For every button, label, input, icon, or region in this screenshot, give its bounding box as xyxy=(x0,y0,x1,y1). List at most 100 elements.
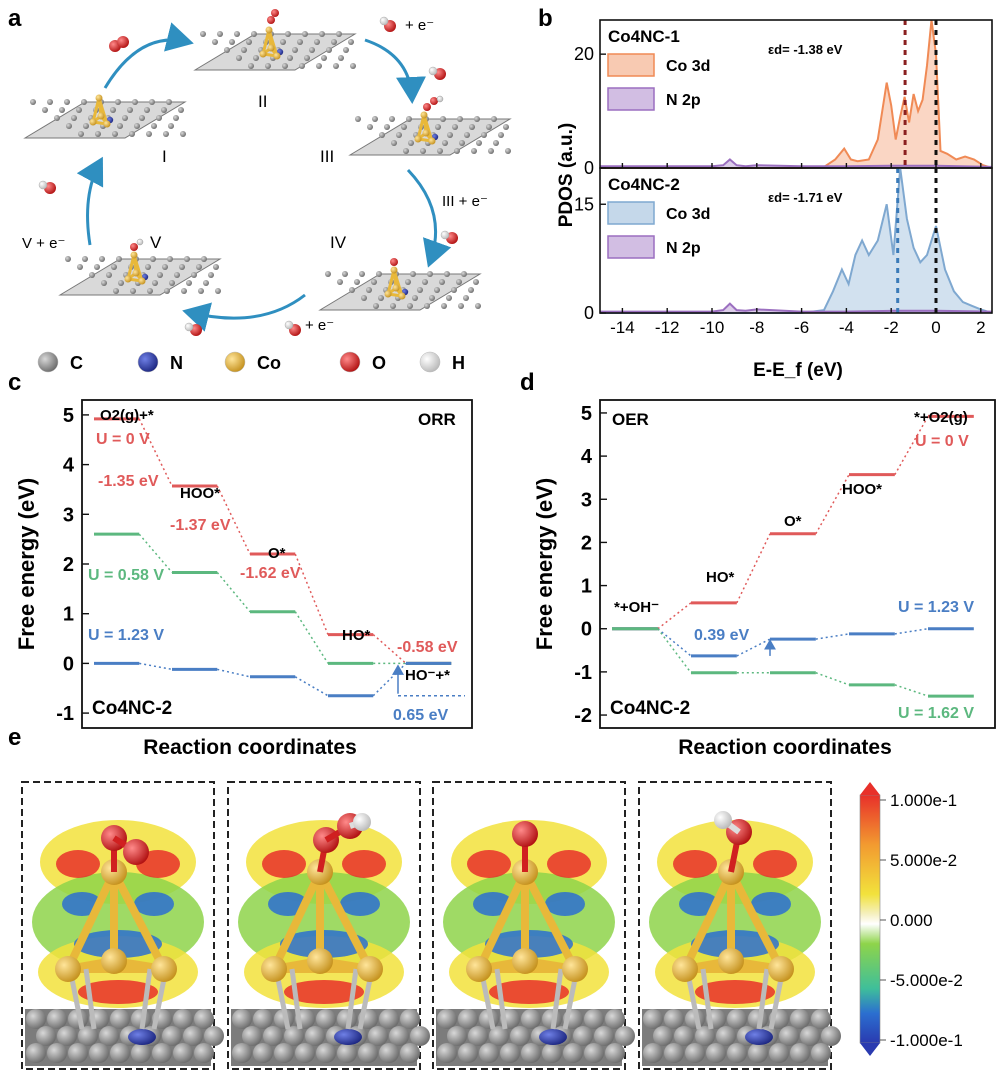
co-atom xyxy=(562,956,588,982)
y-tick-label: -2 xyxy=(574,705,592,727)
carbon-atom xyxy=(510,1026,530,1046)
y-tick-label: 4 xyxy=(581,446,593,468)
energy-connector xyxy=(216,571,251,613)
energy-ylabel: Free energy (eV) xyxy=(532,478,557,650)
y-tick-label: 20 xyxy=(574,44,594,64)
catalyst-slab xyxy=(193,9,357,71)
x-tick-label: -4 xyxy=(839,318,854,337)
panel-c-orr-diagram: -1 0 1 2 3 4 5 Free energy (eV) O2(g)+* HOO* O* HO*… xyxy=(14,399,473,729)
carbon-atom xyxy=(811,1043,831,1063)
isosurface-lobe xyxy=(489,980,569,1004)
legend-label: Co 3d xyxy=(666,206,710,223)
isosurface-lobe xyxy=(467,850,511,878)
carbon-atom xyxy=(110,1043,130,1063)
x-tick-label: 2 xyxy=(976,318,985,337)
isosurface-lobe xyxy=(545,892,585,916)
panel-d-oer-diagram: -2 -1 0 1 2 3 4 5 Free energy (eV) *+OH⁻ HO* O* HOO*… xyxy=(532,399,996,729)
carbon-atom xyxy=(368,1026,388,1046)
co-atom xyxy=(357,956,383,982)
y-tick-label: 3 xyxy=(63,504,74,526)
co-atom xyxy=(718,948,744,974)
energy-connector xyxy=(217,668,251,678)
co-atom xyxy=(101,948,127,974)
legend-label: N 2p xyxy=(666,240,701,257)
step-label-bottom: + e⁻ xyxy=(305,317,334,334)
co-c-bond xyxy=(345,968,359,1030)
atom-legend-label: H xyxy=(452,353,465,373)
co-atom xyxy=(55,956,81,982)
carbon-atom xyxy=(542,1043,562,1063)
carbon-atom xyxy=(316,1043,336,1063)
step-label: O* xyxy=(268,545,286,562)
colorbar: 1.000e-1 5.000e-2 0.000 -5.000e-2 -1.000e-1 xyxy=(859,782,963,1056)
carbon-atom xyxy=(748,1043,768,1063)
hydrogen-atom xyxy=(353,813,371,831)
energy-connector xyxy=(372,662,407,697)
pdos-line xyxy=(600,158,993,168)
orr-xlabel: Reaction coordinates xyxy=(143,736,357,759)
charge-density-snapshot xyxy=(227,781,430,1070)
energy-annotation: -1.35 eV xyxy=(98,473,159,490)
co-c-bond xyxy=(700,968,714,1030)
hydroxide-molecule xyxy=(440,230,458,244)
isosurface-lobe xyxy=(78,980,158,1004)
carbon-atom xyxy=(727,1043,747,1063)
atom-legend-label: O xyxy=(372,353,386,373)
carbon-atom xyxy=(479,1043,499,1063)
pdos-frame xyxy=(599,167,993,314)
potential-label: U = 1.62 V xyxy=(898,705,974,722)
carbon-atom xyxy=(447,1026,467,1046)
panel-label-b: b xyxy=(538,5,553,32)
co4-cluster xyxy=(124,238,146,285)
co-c-bond xyxy=(289,968,303,1030)
carbon-atom xyxy=(643,1043,663,1063)
co4-cluster xyxy=(414,95,444,145)
co-c-bond xyxy=(139,968,153,1030)
step-label: *+O2(g) xyxy=(914,409,968,426)
atom-legend-swatch xyxy=(419,351,441,373)
carbon-atom xyxy=(615,1026,635,1046)
y-tick-label: 1 xyxy=(581,576,592,598)
co-c-bond xyxy=(494,968,508,1030)
hydroxide-molecule xyxy=(184,322,202,336)
legend-swatch xyxy=(607,53,655,77)
step-label: O* xyxy=(784,513,802,530)
co-atom xyxy=(672,956,698,982)
carbon-atom xyxy=(284,1026,304,1046)
panel-label-a: a xyxy=(8,5,22,32)
carbon-atom xyxy=(695,1026,715,1046)
x-tick-label: -14 xyxy=(610,318,635,337)
hydroxide-molecule xyxy=(38,180,56,194)
atom-legend-label: Co xyxy=(257,353,281,373)
y-tick-label: 15 xyxy=(574,194,594,214)
carbon-atom xyxy=(410,1026,430,1046)
potential-label: U = 1.23 V xyxy=(88,627,164,644)
energy-connector xyxy=(736,533,771,604)
carbon-atom xyxy=(716,1026,736,1046)
atom-legend-swatch xyxy=(224,351,246,373)
carbon-atom xyxy=(573,1026,593,1046)
co4-cluster xyxy=(672,811,794,1030)
co4-cluster xyxy=(55,825,177,1030)
isosurface-lobe xyxy=(340,892,380,916)
energy-annotation: -1.37 eV xyxy=(170,517,231,534)
hydroxide-molecule xyxy=(428,66,446,80)
carbon-atom xyxy=(152,1043,172,1063)
y-tick-label: 1 xyxy=(63,604,74,626)
step-label: HO* xyxy=(706,569,735,586)
co-bond xyxy=(316,870,374,971)
potential-label: U = 0.58 V xyxy=(88,567,164,584)
step-label: HO⁻+* xyxy=(405,667,450,684)
carbon-atom xyxy=(232,1043,252,1063)
panel-label-c: c xyxy=(8,369,21,396)
atom-legend-label: N xyxy=(170,353,183,373)
pdos-line xyxy=(600,19,993,169)
panel-e-charge-density: 1.000e-1 5.000e-2 0.000 -5.000e-2 -1.000e-1 xyxy=(21,781,963,1070)
energy-connector xyxy=(815,672,850,686)
colorbar-label: -1.000e-1 xyxy=(890,1031,963,1050)
catalyst-slab xyxy=(58,238,222,296)
carbon-atom xyxy=(685,1043,705,1063)
water-molecule xyxy=(379,16,396,32)
colorbar-label: 5.000e-2 xyxy=(890,851,957,870)
